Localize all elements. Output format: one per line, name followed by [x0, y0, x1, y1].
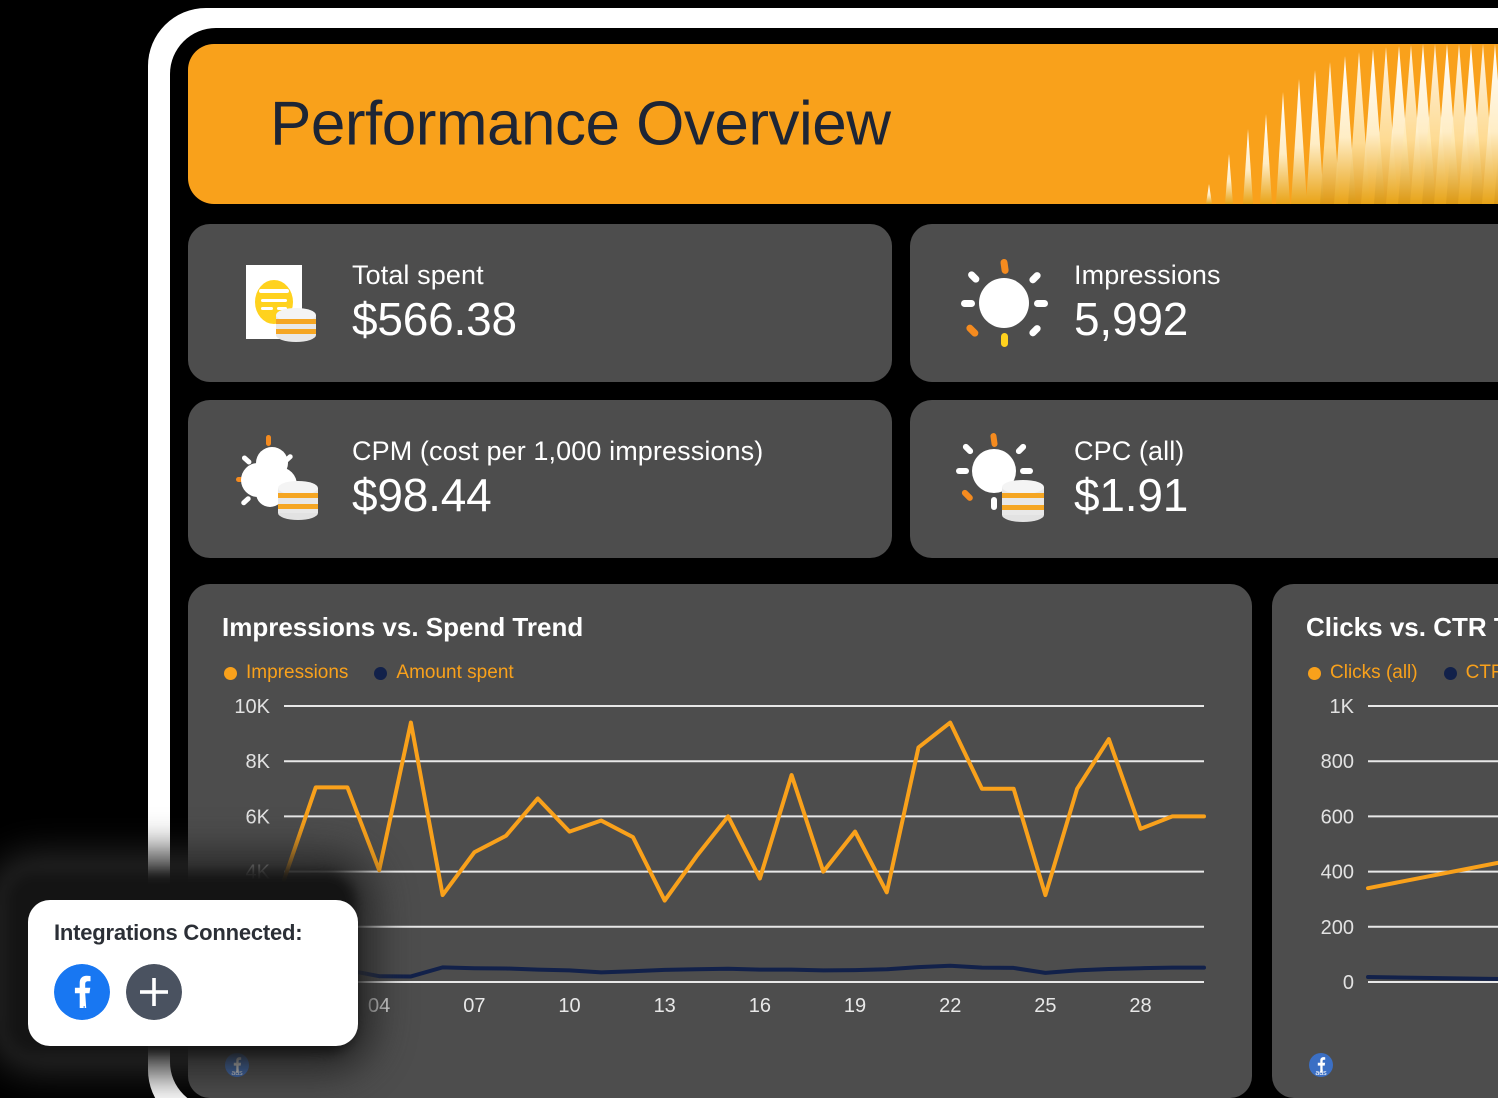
chart-plot-area: 02004006008001KOct 0104 [1321, 696, 1498, 994]
svg-text:25: 25 [1034, 995, 1056, 1017]
kpi-card-impressions[interactable]: Impressions 5,992 [910, 224, 1498, 382]
kpi-text-block: Impressions 5,992 [1074, 259, 1221, 348]
svg-text:800: 800 [1321, 751, 1354, 773]
svg-text:10: 10 [558, 995, 580, 1017]
facebook-ads-icon: ads [225, 1053, 249, 1077]
legend-label: CTR (all) [1465, 662, 1498, 683]
svg-text:1K: 1K [1330, 696, 1355, 718]
svg-text:07: 07 [463, 995, 485, 1017]
sun-coins-icon [956, 433, 1044, 522]
legend-label: Amount spent [396, 662, 514, 683]
svg-text:6K: 6K [246, 806, 271, 828]
legend-item-clicks[interactable]: Clicks (all) [1308, 662, 1418, 684]
kpi-card-cpc[interactable]: CPC (all) $1.91 [910, 400, 1498, 558]
svg-text:ads: ads [73, 1005, 91, 1017]
facebook-ads-icon: ads [1309, 1053, 1333, 1077]
chart-title: Clicks vs. CTR Trend [1306, 612, 1498, 642]
popup-integration-list: ads [54, 964, 332, 1020]
kpi-value: $1.91 [1074, 469, 1189, 522]
chart-plot-area: 2K4K6K8K10K040710131619222528 [234, 696, 1206, 1017]
svg-text:28: 28 [1129, 995, 1151, 1017]
chart-legend: Clicks (all) CTR (all) [1308, 662, 1498, 684]
svg-text:200: 200 [1321, 917, 1354, 939]
popup-title: Integrations Connected: [54, 920, 303, 945]
chart-legend: Impressions Amount spent [224, 662, 514, 684]
svg-text:13: 13 [654, 995, 676, 1017]
page-title: Performance Overview [270, 89, 891, 159]
kpi-label: CPC (all) [1074, 435, 1185, 466]
spikes-decoration-icon [1206, 44, 1498, 204]
chart-card-clicks-ctr[interactable]: Clicks vs. CTR Trend Clicks (all) CTR (a… [1272, 584, 1498, 1098]
kpi-value: 5,992 [1074, 293, 1189, 346]
svg-text:22: 22 [939, 995, 961, 1017]
sun-icon [961, 258, 1048, 347]
legend-dot-icon [1443, 666, 1457, 680]
chart-title: Impressions vs. Spend Trend [222, 612, 584, 642]
kpi-value: $566.38 [352, 293, 517, 346]
svg-text:600: 600 [1321, 806, 1354, 828]
svg-text:ads: ads [1315, 1070, 1327, 1077]
facebook-ads-icon[interactable]: ads [54, 964, 110, 1020]
legend-item-amount-spent[interactable]: Amount spent [374, 662, 514, 684]
add-integration-button[interactable] [126, 964, 182, 1020]
kpi-label: CPM (cost per 1,000 impressions) [352, 435, 764, 466]
legend-dot-icon [224, 666, 237, 680]
cloud-sun-coins-icon [236, 435, 318, 520]
kpi-text-block: CPM (cost per 1,000 impressions) $98.44 [352, 435, 763, 524]
legend-item-ctr[interactable]: CTR (all) [1443, 662, 1498, 684]
svg-text:8K: 8K [246, 751, 271, 773]
kpi-label: Total spent [352, 259, 484, 290]
kpi-card-total-spent[interactable]: Total spent $566.38 [188, 224, 892, 382]
legend-label: Clicks (all) [1330, 662, 1418, 683]
legend-dot-icon [374, 666, 388, 680]
kpi-value: $98.44 [352, 469, 492, 522]
svg-text:10K: 10K [234, 696, 270, 718]
svg-text:04: 04 [368, 995, 390, 1017]
svg-text:400: 400 [1321, 862, 1354, 884]
svg-text:19: 19 [844, 995, 866, 1017]
svg-text:ads: ads [231, 1070, 243, 1077]
legend-dot-icon [1308, 666, 1321, 680]
kpi-text-block: CPC (all) $1.91 [1074, 435, 1188, 524]
page-header-banner: Performance Overview [188, 44, 1498, 204]
legend-item-impressions[interactable]: Impressions [224, 662, 348, 684]
chart-card-impressions-spend[interactable]: Impressions vs. Spend Trend Impressions … [188, 584, 1252, 1098]
svg-text:16: 16 [749, 995, 771, 1017]
kpi-card-cpm[interactable]: CPM (cost per 1,000 impressions) $98.44 [188, 400, 892, 558]
legend-label: Impressions [246, 662, 349, 683]
kpi-label: Impressions [1074, 259, 1221, 290]
kpi-text-block: Total spent $566.38 [352, 259, 517, 348]
receipt-coins-icon [246, 265, 316, 342]
integrations-popup: Integrations Connected: ads [28, 900, 358, 1046]
svg-text:0: 0 [1343, 972, 1354, 994]
